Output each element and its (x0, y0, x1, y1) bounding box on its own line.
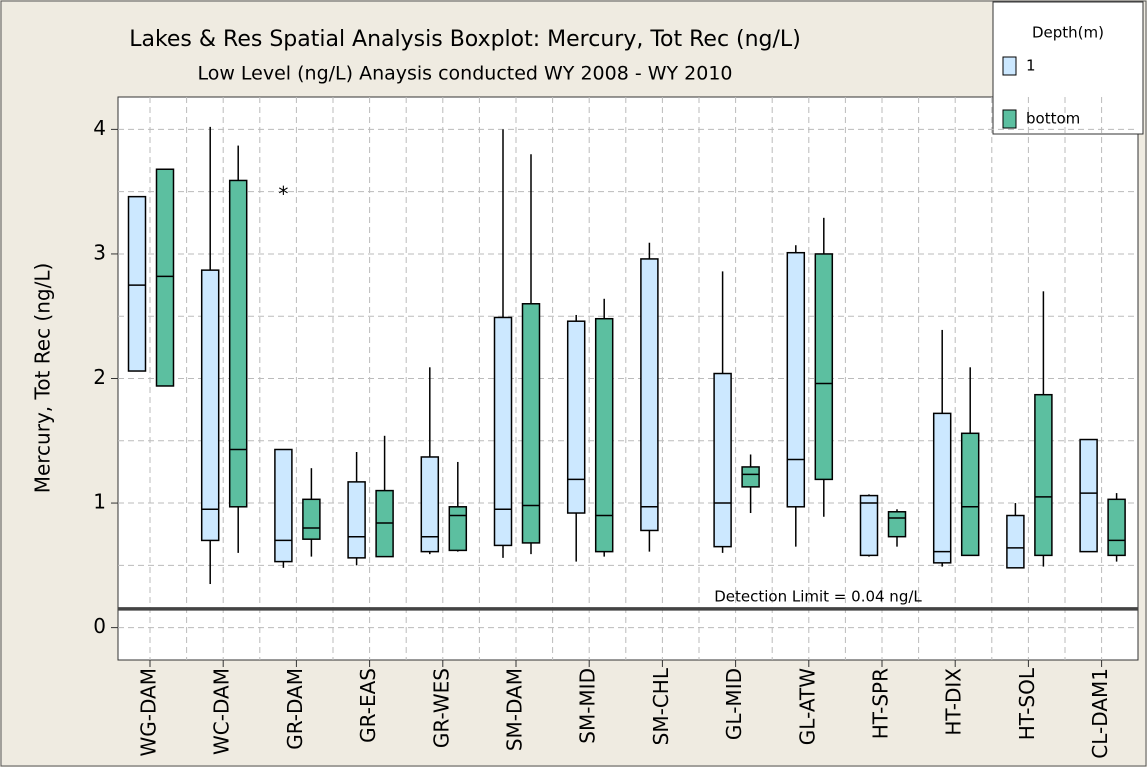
box (347, 481, 366, 559)
x-tick-label: SM-CHL (649, 667, 673, 745)
x-tick-label: CL-DAM1 (1088, 668, 1112, 759)
y-tick-label: 0 (93, 614, 106, 638)
box (960, 432, 980, 557)
legend-title: Depth(m) (1032, 24, 1104, 42)
box (448, 506, 468, 552)
x-tick-label: SM-MID (576, 668, 600, 744)
detection-limit-label: Detection Limit = 0.04 ng/L (714, 587, 922, 605)
box (1079, 438, 1098, 553)
box (493, 316, 513, 547)
box (741, 466, 760, 488)
x-tick-label: HT-DIX (942, 668, 966, 736)
box (274, 448, 293, 563)
legend-label: 1 (1026, 57, 1036, 75)
y-tick-label: 4 (93, 116, 106, 140)
box (228, 179, 248, 508)
box (127, 195, 147, 372)
box (887, 511, 907, 538)
box (1006, 514, 1025, 569)
outlier: * (278, 182, 288, 206)
legend-swatch (1002, 56, 1017, 76)
box (200, 269, 220, 542)
x-tick-label: GR-EAS (356, 668, 380, 743)
x-tick-label: WC-DAM (210, 668, 234, 755)
chart-title: Lakes & Res Spatial Analysis Boxplot: Me… (129, 27, 801, 52)
box (814, 253, 834, 481)
x-tick-label: WG-DAM (137, 668, 161, 756)
box (155, 168, 175, 387)
legend-swatch (1002, 109, 1017, 129)
box (521, 303, 541, 544)
box (594, 317, 614, 553)
box (1107, 498, 1126, 557)
y-tick-label: 1 (93, 490, 106, 514)
x-tick-label: GR-WES (429, 668, 453, 748)
y-axis-label: Mercury, Tot Rec (ng/L) (31, 263, 55, 494)
box (713, 372, 732, 548)
box (420, 456, 440, 553)
x-tick-label: HT-SOL (1015, 667, 1039, 740)
x-tick-label: GR-DAM (283, 668, 307, 750)
box (566, 320, 586, 514)
box (786, 251, 806, 508)
box (302, 498, 321, 540)
legend-label: bottom (1026, 110, 1080, 128)
y-tick-label: 3 (93, 240, 106, 264)
x-tick-label: GL-MID (722, 668, 746, 740)
box (932, 412, 952, 564)
box (1034, 393, 1053, 557)
x-tick-label: GL-ATW (795, 668, 819, 745)
x-tick-label: HT-SPR (869, 668, 893, 739)
legend (992, 1, 1144, 135)
box (859, 494, 879, 557)
y-tick-label: 2 (93, 365, 106, 389)
chart-subtitle: Low Level (ng/L) Anaysis conducted WY 20… (197, 63, 732, 85)
x-tick-label: SM-DAM (503, 668, 527, 751)
box (640, 258, 659, 532)
